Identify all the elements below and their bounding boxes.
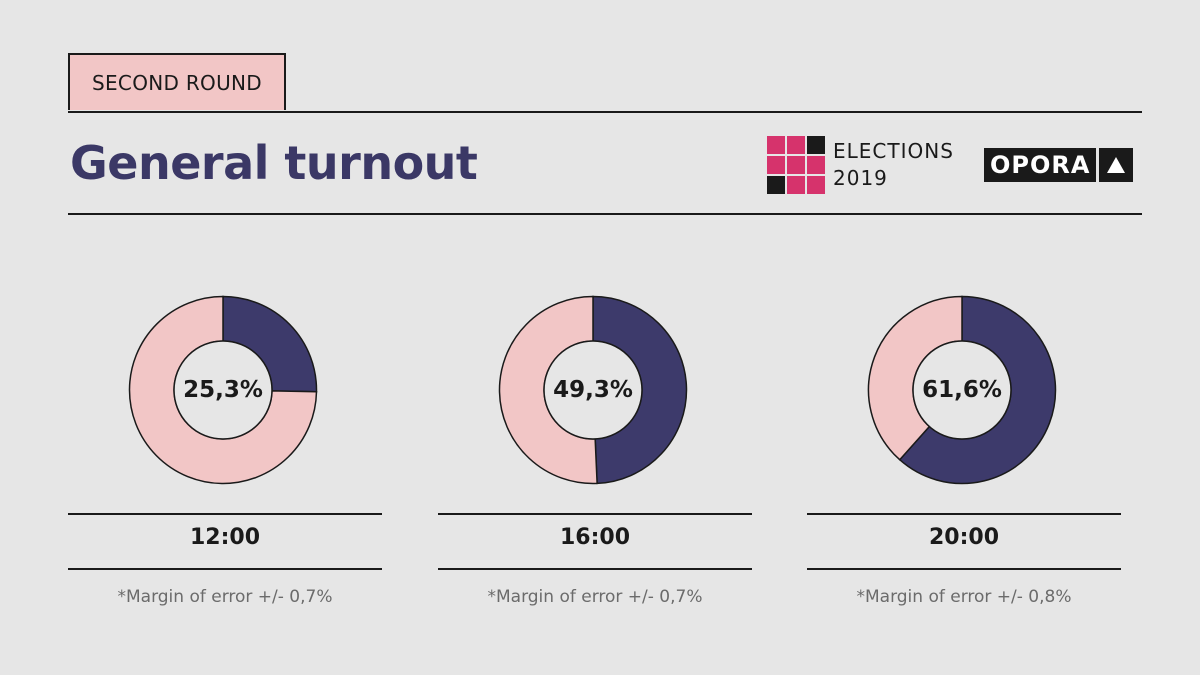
- donut-hole: [543, 340, 643, 440]
- elections-line1: ELECTIONS: [833, 139, 954, 163]
- panel-rule: [68, 513, 382, 515]
- elections-grid-icon: [767, 136, 825, 194]
- triangle-up-icon: [1099, 148, 1134, 182]
- opora-logo: OPORA: [984, 148, 1134, 182]
- page-title: General turnout: [70, 136, 478, 190]
- time-label: 20:00: [928, 525, 1000, 550]
- panel-rule: [807, 513, 1121, 515]
- turnout-percent: 61,6%: [922, 377, 1002, 403]
- turnout-percent: 49,3%: [553, 377, 633, 403]
- elections-text: ELECTIONS 2019: [833, 138, 954, 192]
- turnout-donut-2000: [867, 295, 1057, 485]
- round-label: SECOND ROUND: [92, 70, 262, 95]
- panel-rule: [438, 513, 752, 515]
- header-bottom-rule: [68, 213, 1142, 215]
- panel-rule: [68, 568, 382, 570]
- margin-of-error: *Margin of error +/- 0,8%: [856, 587, 1072, 607]
- elections-logo: ELECTIONS 2019: [767, 136, 954, 194]
- elections-line2: 2019: [833, 166, 888, 190]
- panel-rule: [807, 568, 1121, 570]
- turnout-donut-1600: [498, 295, 688, 485]
- margin-of-error: *Margin of error +/- 0,7%: [117, 587, 333, 607]
- opora-wordmark: OPORA: [984, 148, 1097, 182]
- time-label: 12:00: [189, 525, 261, 550]
- turnout-percent: 25,3%: [183, 377, 263, 403]
- panel-rule: [438, 568, 752, 570]
- header-top-rule: [68, 111, 1142, 113]
- donut-hole: [912, 340, 1012, 440]
- donut-hole: [173, 340, 273, 440]
- turnout-donut-1200: [128, 295, 318, 485]
- time-label: 16:00: [559, 525, 631, 550]
- round-tag: SECOND ROUND: [68, 53, 286, 110]
- margin-of-error: *Margin of error +/- 0,7%: [487, 587, 703, 607]
